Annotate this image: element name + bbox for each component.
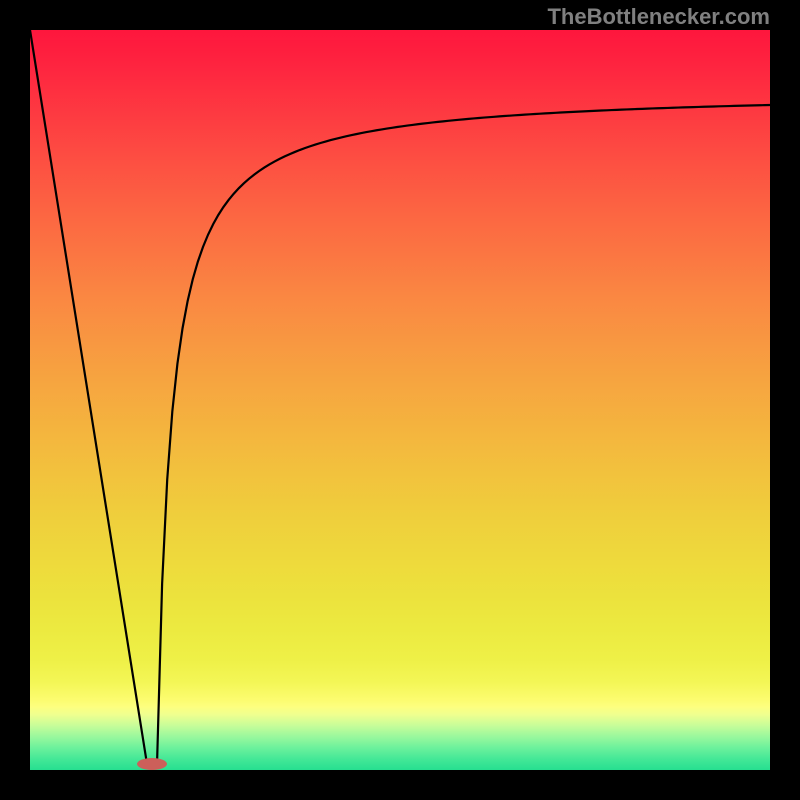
plot-area <box>30 30 770 770</box>
chart-container: TheBottlenecker.com <box>0 0 800 800</box>
gradient-background <box>30 30 770 770</box>
watermark-text: TheBottlenecker.com <box>547 4 770 30</box>
optimal-point-marker <box>137 758 167 770</box>
bottleneck-chart <box>30 30 770 770</box>
